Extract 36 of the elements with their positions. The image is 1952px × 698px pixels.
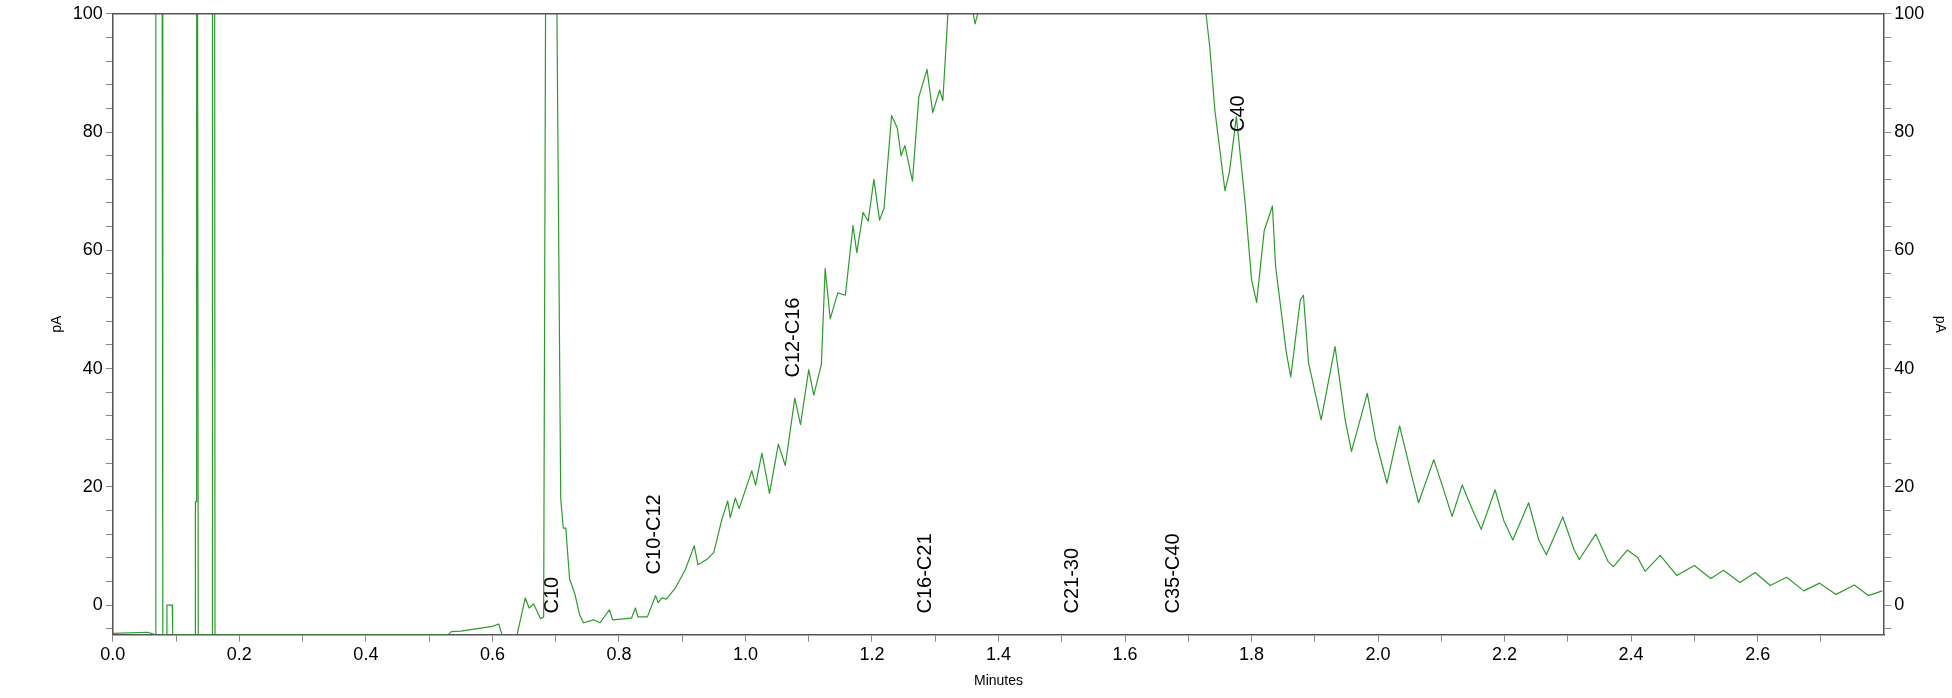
y-tick-label: 100 [72, 2, 103, 23]
y2-tick-label: 20 [1894, 475, 1915, 496]
x-tick-label: 1.2 [859, 644, 885, 665]
y-tick-label: 40 [82, 357, 103, 378]
x-tick-label: 0.8 [606, 644, 632, 665]
y2-tick-label: 60 [1894, 239, 1915, 260]
y-tick-label: 0 [92, 594, 103, 615]
y2-axis-title: pA [1932, 315, 1949, 334]
x-tick-label: 1.4 [985, 644, 1012, 665]
x-tick-label: 2.2 [1492, 644, 1518, 665]
y-tick-label: 80 [82, 121, 103, 142]
x-axis-title: Minutes [973, 672, 1024, 689]
y2-tick-label: 80 [1894, 121, 1915, 142]
y-axis-title: pA [48, 314, 65, 333]
y2-tick-label: 40 [1894, 357, 1915, 378]
x-tick-label: 0.4 [353, 644, 379, 665]
x-tick-label: 1.0 [732, 644, 758, 665]
x-tick-label: 1.8 [1239, 644, 1265, 665]
y2-tick-label: 0 [1894, 594, 1905, 615]
annotation: C35-C40 [1161, 533, 1184, 614]
y-tick-label: 60 [82, 239, 103, 260]
annotation: C40 [1225, 95, 1248, 133]
x-tick-label: 0.6 [479, 644, 505, 665]
x-tick-label: 2.6 [1745, 644, 1771, 665]
annotation: C12-C16 [780, 297, 803, 378]
x-tick-label: 0.0 [100, 644, 126, 665]
x-tick-label: 0.2 [226, 644, 252, 665]
annotation: C21-30 [1060, 547, 1083, 614]
annotation: C10 [539, 576, 562, 614]
x-tick-label: 2.4 [1618, 644, 1644, 665]
x-tick-label: 2.0 [1365, 644, 1391, 665]
annotation: C10-C12 [642, 494, 665, 575]
annotation: C16-C21 [913, 533, 936, 614]
x-tick-label: 1.6 [1112, 644, 1138, 665]
y-tick-label: 20 [82, 475, 103, 496]
y2-tick-label: 100 [1894, 2, 1925, 23]
